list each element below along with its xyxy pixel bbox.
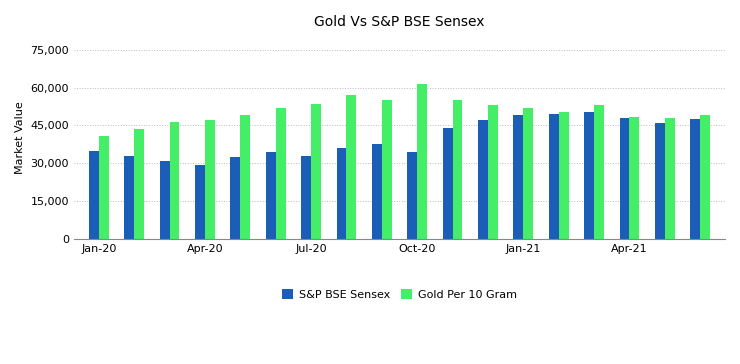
Bar — [346, 95, 357, 239]
Bar — [453, 100, 462, 239]
Bar — [230, 157, 240, 239]
Bar — [99, 135, 109, 239]
Bar — [514, 115, 523, 239]
Bar — [276, 108, 286, 239]
Bar — [417, 84, 427, 239]
Bar — [311, 104, 321, 239]
Bar — [700, 115, 710, 239]
Bar — [407, 152, 417, 239]
Bar — [690, 119, 700, 239]
Bar — [337, 148, 346, 239]
Bar — [160, 161, 169, 239]
Bar — [124, 156, 134, 239]
Bar — [523, 108, 534, 239]
Bar — [478, 120, 488, 239]
Bar — [382, 100, 391, 239]
Bar — [488, 105, 498, 239]
Bar — [266, 152, 276, 239]
Bar — [301, 156, 311, 239]
Bar — [443, 128, 453, 239]
Bar — [205, 120, 215, 239]
Bar — [169, 122, 180, 239]
Y-axis label: Market Value: Market Value — [15, 102, 25, 174]
Bar — [195, 165, 205, 239]
Bar — [89, 151, 99, 239]
Bar — [665, 118, 675, 239]
Bar — [584, 111, 594, 239]
Legend: S&P BSE Sensex, Gold Per 10 Gram: S&P BSE Sensex, Gold Per 10 Gram — [278, 285, 521, 304]
Bar — [655, 123, 665, 239]
Title: Gold Vs S&P BSE Sensex: Gold Vs S&P BSE Sensex — [314, 15, 485, 29]
Bar — [630, 116, 639, 239]
Bar — [372, 145, 382, 239]
Bar — [134, 129, 144, 239]
Bar — [619, 118, 630, 239]
Bar — [549, 114, 559, 239]
Bar — [559, 111, 568, 239]
Bar — [594, 105, 604, 239]
Bar — [240, 115, 250, 239]
